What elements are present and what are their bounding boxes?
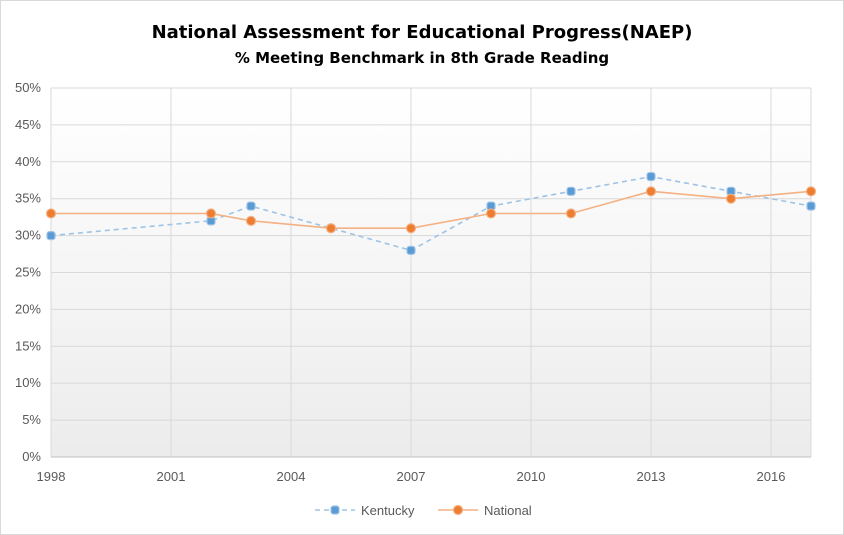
y-tick-label: 50% [15, 80, 41, 95]
data-point-kentucky [246, 201, 256, 211]
chart-subtitle: % Meeting Benchmark in 8th Grade Reading [235, 49, 609, 67]
data-point-kentucky [646, 171, 656, 182]
data-point-national [565, 208, 577, 219]
data-point-national [45, 208, 57, 219]
y-tick-label: 20% [15, 301, 41, 316]
data-point-national [205, 208, 217, 219]
series-line-kentucky [50, 175, 812, 252]
x-tick-label: 2007 [397, 469, 426, 484]
series-lines [50, 175, 812, 252]
y-tick-label: 30% [15, 228, 41, 243]
data-point-kentucky [406, 245, 416, 255]
x-tick-label: 2013 [637, 469, 666, 484]
data-point-national [725, 193, 737, 204]
data-point-kentucky [46, 231, 56, 241]
data-point-national [805, 186, 817, 197]
series-markers [45, 171, 817, 255]
data-point-national [405, 223, 417, 234]
x-tick-label: 2001 [157, 469, 186, 484]
data-point-national [325, 223, 337, 234]
gridlines [50, 87, 812, 458]
x-tick-label: 1998 [37, 469, 66, 484]
y-axis-ticks: 0% 5% 10% 15% 20% 25% 30% 35% 40% 45% 50% [15, 80, 41, 464]
data-point-national [645, 186, 657, 197]
legend: Kentucky National [315, 503, 532, 518]
x-tick-label: 2004 [277, 469, 306, 484]
data-point-national [485, 208, 497, 219]
x-tick-label: 2016 [757, 469, 786, 484]
data-point-national [245, 215, 257, 226]
data-point-kentucky [806, 201, 816, 211]
y-tick-label: 15% [15, 338, 41, 353]
chart-title: National Assessment for Educational Prog… [152, 22, 693, 43]
data-point-kentucky [566, 186, 576, 196]
y-tick-label: 0% [22, 449, 41, 464]
legend-label-national: National [484, 503, 532, 518]
series-line-national [51, 190, 812, 229]
y-tick-label: 45% [15, 117, 41, 132]
legend-label-kentucky: Kentucky [361, 503, 415, 518]
x-axis-ticks: 1998 2001 2004 2007 2010 2013 2016 [37, 469, 786, 484]
legend-marker-national [452, 504, 464, 516]
y-tick-label: 40% [15, 154, 41, 169]
legend-marker-kentucky [330, 505, 340, 515]
y-tick-label: 10% [15, 375, 41, 390]
y-tick-label: 35% [15, 191, 41, 206]
y-tick-label: 25% [15, 265, 41, 280]
y-tick-label: 5% [22, 412, 41, 427]
x-tick-label: 2010 [517, 469, 546, 484]
